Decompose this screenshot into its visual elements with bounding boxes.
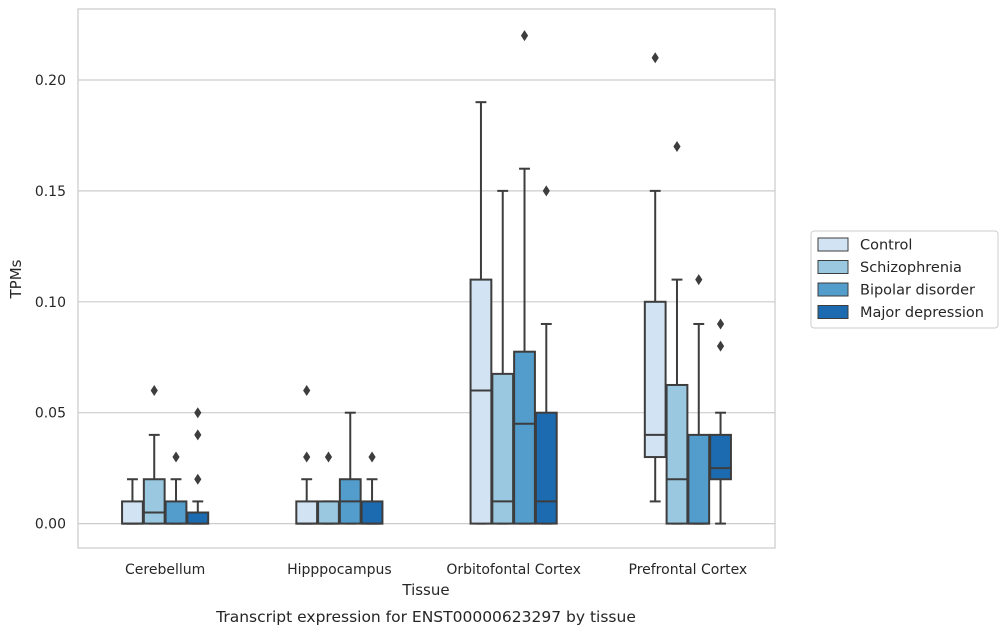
- box-body: [534, 411, 558, 525]
- y-axis-ticks: 0.00 0.05 0.10 0.15 0.20: [35, 73, 66, 533]
- outlier-point: [194, 429, 202, 441]
- outlier-point: [368, 451, 376, 463]
- box-schizophrenia: [317, 451, 340, 525]
- legend-label: Control: [860, 238, 912, 254]
- box-major-depression: [534, 185, 558, 525]
- outlier-point: [520, 30, 529, 42]
- y-tick-label: 0.05: [35, 406, 66, 422]
- box-control: [643, 52, 667, 503]
- y-tick-label: 0.10: [35, 295, 66, 311]
- box-body: [709, 433, 732, 481]
- legend: Control Schizophrenia Bipolar disorder Majo…: [810, 230, 999, 329]
- legend-swatch: [817, 282, 849, 297]
- legend-label: Bipolar disorder: [860, 283, 975, 299]
- box-body: [513, 350, 536, 525]
- y-tick-label: 0.00: [35, 517, 66, 533]
- box-major-depression: [186, 407, 210, 525]
- outlier-point: [542, 185, 550, 197]
- box-major-depression: [709, 318, 732, 525]
- box-bipolar-disorder: [338, 411, 362, 525]
- box-bipolar-disorder: [513, 30, 536, 525]
- outlier-point: [324, 451, 333, 463]
- outlier-point: [695, 274, 703, 286]
- box-control: [469, 101, 493, 525]
- box-bipolar-disorder: [687, 274, 711, 525]
- box-body: [164, 500, 188, 525]
- box-major-depression: [360, 451, 384, 525]
- figure-caption: Transcript expression for ENST0000062329…: [215, 608, 636, 626]
- legend-label: Major depression: [860, 305, 984, 321]
- box-body: [317, 500, 340, 525]
- legend-swatch: [817, 305, 849, 319]
- y-axis-title: TPMs: [7, 259, 25, 299]
- box-body: [142, 478, 166, 525]
- x-axis-ticks: Cerebellum Hipppocampus Orbitofontal Corte…: [125, 562, 747, 578]
- x-tick-label: Hipppocampus: [287, 562, 392, 578]
- legend-frame: [810, 230, 999, 329]
- box-body: [295, 500, 319, 525]
- outlier-point: [194, 473, 202, 485]
- x-axis-title: Tissue: [401, 581, 449, 599]
- box-body: [469, 278, 493, 525]
- box-control: [295, 385, 319, 525]
- y-tick-label: 0.15: [35, 184, 66, 200]
- category-group: [643, 52, 732, 525]
- box-bipolar-disorder: [164, 451, 188, 525]
- y-tick-label: 0.20: [35, 73, 66, 89]
- legend-swatch: [817, 237, 849, 252]
- box-body: [687, 433, 711, 525]
- box-body: [121, 500, 144, 525]
- outlier-point: [194, 407, 202, 419]
- box-body: [186, 511, 210, 525]
- box-schizophrenia: [491, 189, 515, 525]
- outlier-point: [150, 385, 158, 397]
- outlier-point: [716, 340, 725, 352]
- box-body: [360, 500, 384, 525]
- plot-frame: [77, 8, 776, 549]
- box-groups: [121, 30, 732, 525]
- outlier-point: [673, 141, 681, 153]
- outlier-point: [303, 451, 311, 463]
- category-group: [295, 385, 384, 525]
- category-group: [469, 30, 558, 525]
- box-control: [121, 478, 144, 525]
- legend-swatch: [817, 260, 849, 274]
- category-group: [121, 385, 210, 525]
- outlier-point: [716, 318, 725, 330]
- outlier-point: [303, 385, 311, 397]
- outlier-point: [651, 52, 659, 64]
- outlier-point: [172, 451, 180, 463]
- x-tick-label: Orbitofontal Cortex: [446, 562, 581, 578]
- box-schizophrenia: [665, 141, 689, 525]
- x-tick-label: Cerebellum: [125, 562, 205, 578]
- x-tick-label: Prefrontal Cortex: [629, 562, 748, 578]
- legend-label: Schizophrenia: [860, 260, 962, 276]
- box-schizophrenia: [142, 385, 166, 525]
- box-body: [665, 383, 689, 525]
- box-body: [643, 300, 667, 459]
